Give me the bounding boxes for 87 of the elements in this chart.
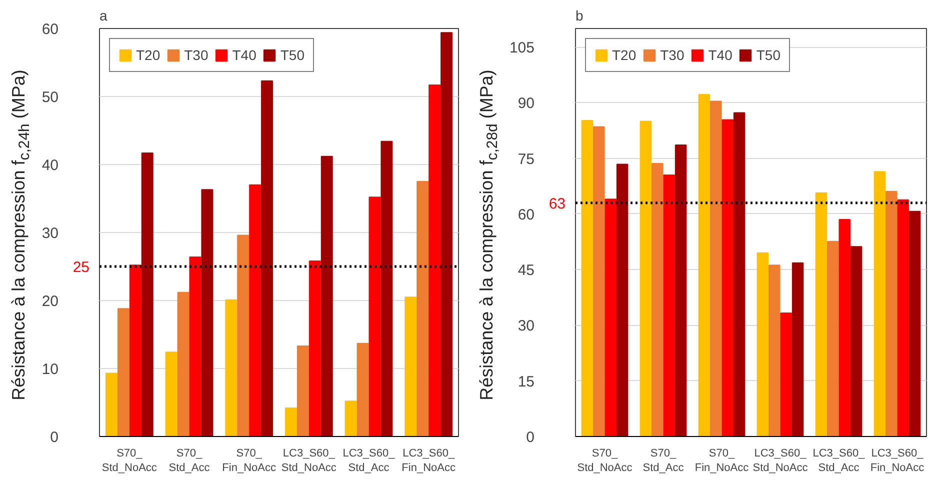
legend-label: T40 xyxy=(232,47,256,63)
bar xyxy=(604,198,616,436)
bar xyxy=(225,299,238,436)
y-tick-label: 105 xyxy=(509,40,535,57)
bar xyxy=(663,174,675,436)
bar xyxy=(320,156,333,436)
legend-label: T20 xyxy=(612,47,636,63)
bar xyxy=(344,400,357,436)
chart-title: a xyxy=(100,8,108,24)
bar xyxy=(874,171,886,436)
bar xyxy=(440,32,453,436)
ref-line-label: 63 xyxy=(548,195,566,212)
ref-line-label: 25 xyxy=(72,259,90,276)
y-tick-label: 0 xyxy=(50,429,58,446)
bar xyxy=(416,181,429,436)
y-tick-label: 50 xyxy=(42,89,59,106)
bar xyxy=(284,407,297,436)
y-tick-label: 40 xyxy=(42,157,59,174)
bar xyxy=(308,260,321,436)
bar xyxy=(117,308,130,436)
legend-label: T40 xyxy=(708,47,732,63)
x-tick-label: S70_ Fin_NoAcc xyxy=(694,448,750,474)
y-tick-label: 30 xyxy=(518,318,535,335)
bar xyxy=(640,120,652,436)
bar xyxy=(404,296,417,436)
chart-title: b xyxy=(576,8,584,24)
bar xyxy=(698,94,710,436)
y-tick-label: 20 xyxy=(42,293,59,310)
bar xyxy=(616,164,628,436)
legend-label: T50 xyxy=(280,47,304,63)
bar xyxy=(237,234,250,436)
bar xyxy=(261,80,274,436)
bar xyxy=(189,256,202,436)
bar xyxy=(886,190,898,436)
bar xyxy=(897,199,909,436)
bar xyxy=(141,152,154,436)
x-tick-label: S70_ Std_NoAcc xyxy=(102,448,158,474)
bar xyxy=(756,252,769,436)
x-tick-label: LC3_S60_ Fin_NoAcc xyxy=(870,448,925,474)
bar xyxy=(368,196,381,436)
legend-label: T30 xyxy=(660,47,684,63)
x-tick-label: S70_ Std_Acc xyxy=(168,448,210,474)
bar xyxy=(827,240,839,436)
y-tick-label: 60 xyxy=(42,21,59,38)
bar xyxy=(356,342,369,436)
bar xyxy=(850,246,862,436)
bar xyxy=(733,112,746,436)
y-tick-label: 10 xyxy=(42,361,59,378)
x-tick-label: LC3_S60_ Std_NoAcc xyxy=(752,448,808,474)
bar xyxy=(710,100,722,436)
bar xyxy=(652,163,664,436)
x-tick-label: S70_ Fin_NoAcc xyxy=(222,448,276,474)
x-tick-label: LC3_S60_ Std_Acc xyxy=(812,448,866,474)
bar xyxy=(249,184,262,436)
bar xyxy=(581,120,594,436)
bar xyxy=(177,292,190,436)
y-tick-label: 30 xyxy=(42,225,59,242)
x-tick-label: S70_ Std_Acc xyxy=(642,448,684,474)
bar xyxy=(908,210,921,436)
y-tick-label: 15 xyxy=(518,373,535,390)
y-tick-label: 0 xyxy=(526,429,534,446)
legend-label: T50 xyxy=(756,47,780,63)
bar xyxy=(105,372,118,436)
bar xyxy=(165,352,178,436)
x-tick-label: S70_ Std_NoAcc xyxy=(577,448,633,474)
x-tick-label: LC3_S60_ Std_NoAcc xyxy=(281,448,337,474)
bar xyxy=(593,126,605,436)
x-tick-label: LC3_S60_ Std_Acc xyxy=(342,448,396,474)
bar xyxy=(428,84,441,436)
x-tick-label: LC3_S60_ Fin_NoAcc xyxy=(402,448,456,474)
y-tick-label: 75 xyxy=(518,150,535,168)
bar xyxy=(674,144,687,436)
bar xyxy=(792,262,804,436)
bar xyxy=(129,264,142,436)
bar xyxy=(296,346,309,436)
legend-label: T30 xyxy=(184,47,208,63)
bar xyxy=(201,189,214,436)
y-tick-label: 90 xyxy=(518,95,535,112)
bar xyxy=(815,192,828,436)
bar xyxy=(780,312,792,436)
bar xyxy=(838,219,850,436)
bar xyxy=(722,119,734,436)
y-tick-label: 45 xyxy=(518,262,535,280)
y-tick-label: 60 xyxy=(518,206,535,224)
bar xyxy=(768,264,780,436)
bar xyxy=(380,140,393,436)
legend-label: T20 xyxy=(136,47,160,63)
